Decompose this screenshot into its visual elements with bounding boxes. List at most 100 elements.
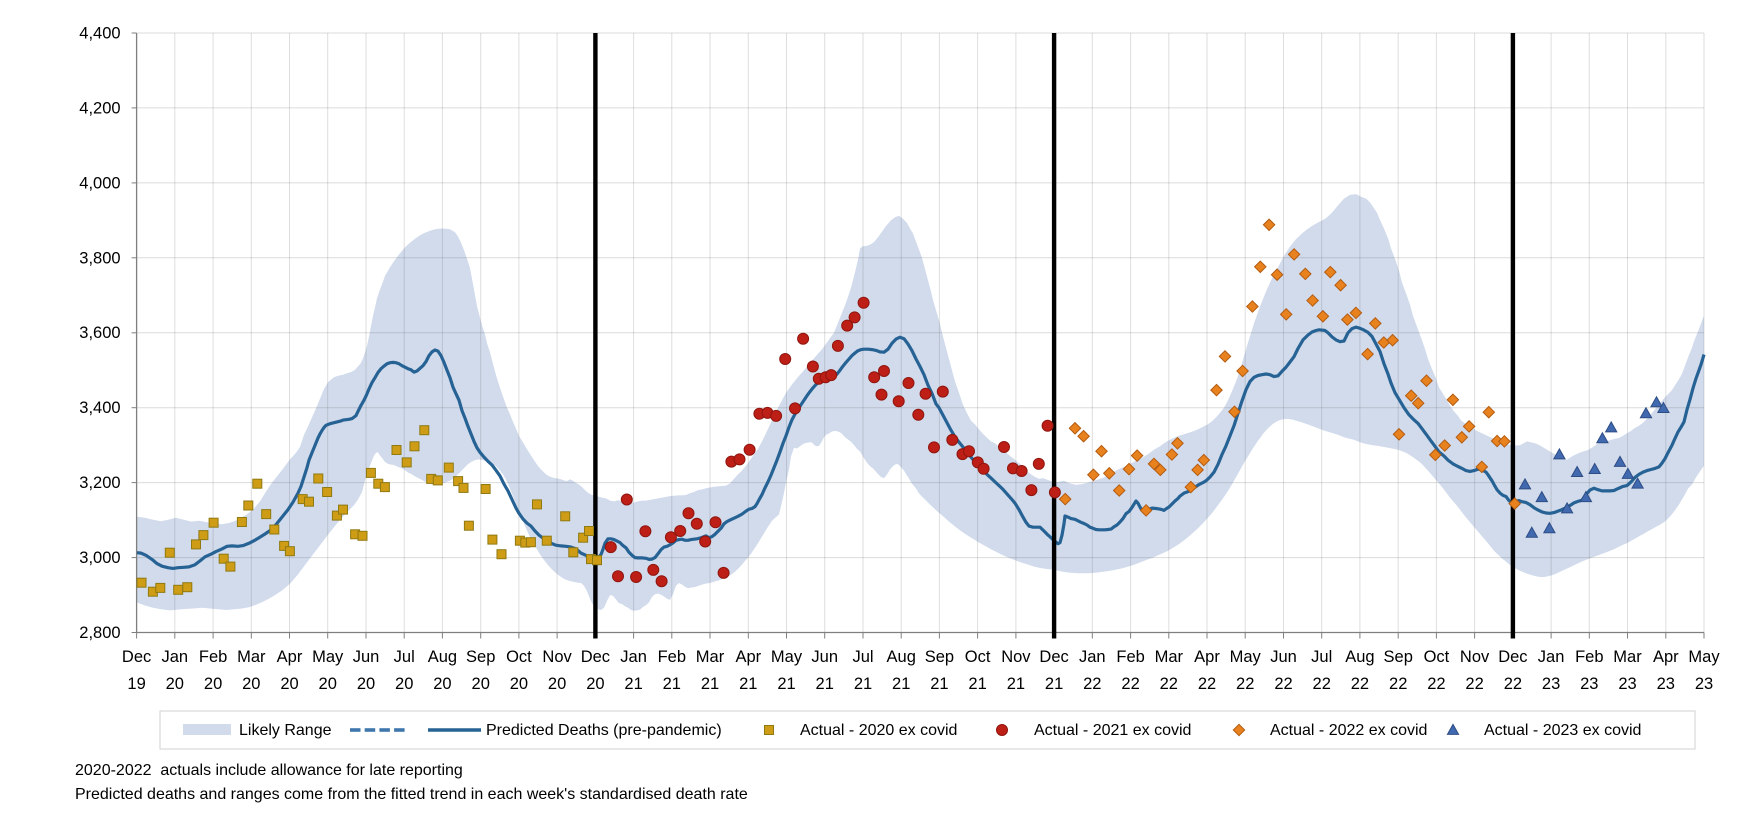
svg-text:22: 22 bbox=[1504, 675, 1522, 693]
svg-text:Mar: Mar bbox=[696, 648, 725, 666]
svg-text:3,200: 3,200 bbox=[79, 474, 120, 492]
svg-text:23: 23 bbox=[1695, 675, 1713, 693]
svg-text:20: 20 bbox=[204, 675, 222, 693]
svg-text:Feb: Feb bbox=[1575, 648, 1603, 666]
svg-text:Mar: Mar bbox=[237, 648, 266, 666]
svg-text:21: 21 bbox=[777, 675, 795, 693]
svg-text:21: 21 bbox=[1007, 675, 1025, 693]
svg-text:20: 20 bbox=[280, 675, 298, 693]
svg-text:21: 21 bbox=[968, 675, 986, 693]
svg-text:Oct: Oct bbox=[1424, 648, 1450, 666]
svg-text:Nov: Nov bbox=[1001, 648, 1031, 666]
svg-text:Feb: Feb bbox=[199, 648, 227, 666]
svg-text:22: 22 bbox=[1351, 675, 1369, 693]
svg-text:21: 21 bbox=[624, 675, 642, 693]
svg-text:22: 22 bbox=[1427, 675, 1445, 693]
svg-text:22: 22 bbox=[1313, 675, 1331, 693]
svg-text:Nov: Nov bbox=[1460, 648, 1490, 666]
svg-text:Dec: Dec bbox=[122, 648, 151, 666]
svg-text:4,000: 4,000 bbox=[79, 174, 120, 192]
svg-text:20: 20 bbox=[395, 675, 413, 693]
svg-text:4,400: 4,400 bbox=[79, 25, 120, 43]
svg-text:Mar: Mar bbox=[1155, 648, 1184, 666]
svg-text:4,200: 4,200 bbox=[79, 99, 120, 117]
svg-text:23: 23 bbox=[1542, 675, 1560, 693]
svg-text:21: 21 bbox=[854, 675, 872, 693]
svg-text:20: 20 bbox=[319, 675, 337, 693]
svg-text:Jan: Jan bbox=[1079, 648, 1106, 666]
svg-text:Dec: Dec bbox=[581, 648, 610, 666]
svg-text:Jul: Jul bbox=[1311, 648, 1332, 666]
svg-text:Dec: Dec bbox=[1039, 648, 1068, 666]
svg-text:21: 21 bbox=[892, 675, 910, 693]
svg-text:May: May bbox=[1688, 648, 1720, 666]
svg-text:Aug: Aug bbox=[1345, 648, 1374, 666]
svg-text:22: 22 bbox=[1274, 675, 1292, 693]
svg-text:20: 20 bbox=[242, 675, 260, 693]
svg-text:Jul: Jul bbox=[852, 648, 873, 666]
svg-text:May: May bbox=[312, 648, 344, 666]
svg-text:20: 20 bbox=[548, 675, 566, 693]
svg-text:20: 20 bbox=[472, 675, 490, 693]
svg-text:2020-2022 actuals include all: 2020-2022 actuals include allowance for … bbox=[75, 762, 463, 779]
svg-text:Mar: Mar bbox=[1613, 648, 1642, 666]
svg-text:3,400: 3,400 bbox=[79, 399, 120, 417]
svg-text:22: 22 bbox=[1121, 675, 1139, 693]
svg-text:Aug: Aug bbox=[428, 648, 457, 666]
svg-text:22: 22 bbox=[1198, 675, 1216, 693]
svg-text:22: 22 bbox=[1160, 675, 1178, 693]
svg-text:23: 23 bbox=[1580, 675, 1598, 693]
svg-text:Predicted Deaths (pre-pandemic: Predicted Deaths (pre-pandemic) bbox=[486, 722, 722, 739]
svg-text:Likely Range: Likely Range bbox=[239, 722, 332, 739]
svg-text:Jul: Jul bbox=[394, 648, 415, 666]
svg-text:20: 20 bbox=[510, 675, 528, 693]
svg-text:21: 21 bbox=[663, 675, 681, 693]
svg-text:2,800: 2,800 bbox=[79, 624, 120, 642]
svg-text:22: 22 bbox=[1236, 675, 1254, 693]
svg-text:Jun: Jun bbox=[353, 648, 380, 666]
svg-text:Aug: Aug bbox=[887, 648, 916, 666]
svg-text:Apr: Apr bbox=[277, 648, 303, 666]
svg-text:Actual - 2020 ex covid: Actual - 2020 ex covid bbox=[800, 722, 957, 739]
svg-text:3,800: 3,800 bbox=[79, 249, 120, 267]
svg-text:Apr: Apr bbox=[1653, 648, 1679, 666]
svg-text:Jan: Jan bbox=[620, 648, 647, 666]
svg-text:Feb: Feb bbox=[658, 648, 686, 666]
svg-text:Jan: Jan bbox=[1538, 648, 1565, 666]
svg-text:Sep: Sep bbox=[466, 648, 495, 666]
svg-text:Sep: Sep bbox=[1384, 648, 1413, 666]
svg-text:20: 20 bbox=[586, 675, 604, 693]
svg-text:20: 20 bbox=[433, 675, 451, 693]
svg-text:21: 21 bbox=[816, 675, 834, 693]
svg-text:21: 21 bbox=[1045, 675, 1063, 693]
svg-text:May: May bbox=[771, 648, 803, 666]
svg-text:22: 22 bbox=[1389, 675, 1407, 693]
svg-text:Apr: Apr bbox=[735, 648, 761, 666]
svg-text:Predicted deaths and ranges co: Predicted deaths and ranges come from th… bbox=[75, 786, 748, 803]
svg-text:23: 23 bbox=[1618, 675, 1636, 693]
svg-text:Jan: Jan bbox=[161, 648, 188, 666]
svg-text:Actual - 2021 ex covid: Actual - 2021 ex covid bbox=[1034, 722, 1191, 739]
svg-text:19: 19 bbox=[127, 675, 145, 693]
svg-text:May: May bbox=[1230, 648, 1262, 666]
svg-text:20: 20 bbox=[166, 675, 184, 693]
svg-text:21: 21 bbox=[739, 675, 757, 693]
svg-text:Dec: Dec bbox=[1498, 648, 1527, 666]
svg-text:23: 23 bbox=[1657, 675, 1675, 693]
svg-text:3,600: 3,600 bbox=[79, 324, 120, 342]
svg-text:Jun: Jun bbox=[1270, 648, 1297, 666]
svg-text:Apr: Apr bbox=[1194, 648, 1220, 666]
svg-text:20: 20 bbox=[357, 675, 375, 693]
svg-text:Feb: Feb bbox=[1116, 648, 1144, 666]
svg-text:3,000: 3,000 bbox=[79, 549, 120, 567]
svg-text:Actual - 2022 ex covid: Actual - 2022 ex covid bbox=[1270, 722, 1427, 739]
svg-text:Nov: Nov bbox=[542, 648, 572, 666]
svg-text:22: 22 bbox=[1465, 675, 1483, 693]
svg-text:Oct: Oct bbox=[965, 648, 991, 666]
svg-text:Oct: Oct bbox=[506, 648, 532, 666]
svg-text:Sep: Sep bbox=[925, 648, 954, 666]
svg-text:Actual - 2023 ex covid: Actual - 2023 ex covid bbox=[1484, 722, 1641, 739]
svg-text:22: 22 bbox=[1083, 675, 1101, 693]
svg-text:Jun: Jun bbox=[811, 648, 838, 666]
svg-text:21: 21 bbox=[930, 675, 948, 693]
